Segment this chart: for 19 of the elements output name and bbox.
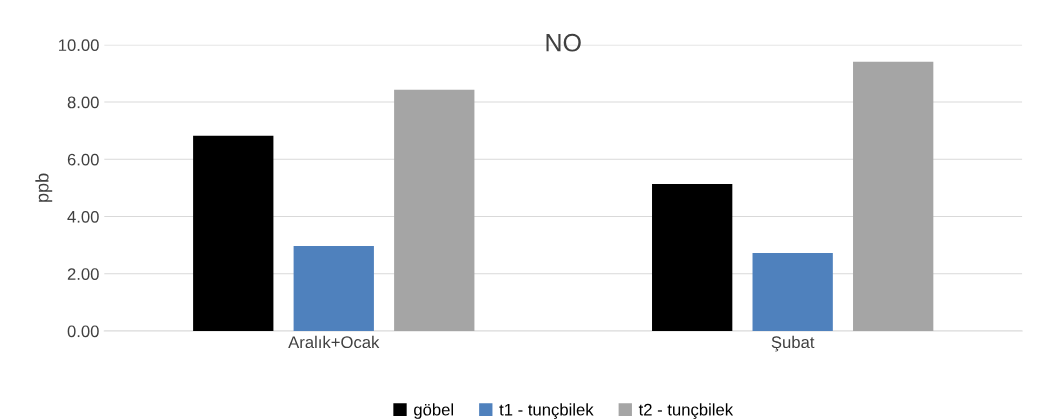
bar (293, 246, 374, 332)
x-tick-label: Şubat (771, 335, 815, 352)
chart-title: NO (546, 33, 581, 52)
legend-label: göbel (414, 403, 454, 419)
legend-label: t2 - tunçbilek (638, 403, 734, 419)
y-tick-label: 4.00 (67, 210, 99, 223)
y-tick-label: 6.00 (67, 153, 99, 166)
bar (652, 183, 733, 332)
bar (394, 89, 475, 332)
y-tick-label: 0.00 (67, 325, 99, 338)
y-tick-label: 2.00 (67, 268, 99, 280)
bar (752, 252, 833, 332)
y-tick-label: 8.00 (67, 96, 99, 109)
bar (853, 61, 934, 332)
bar (193, 135, 274, 332)
y-tick-label: 10.00 (59, 39, 99, 52)
y-axis-title: ppb (35, 173, 53, 202)
legend-label: t1 - tunçbilek (499, 403, 594, 419)
x-tick-label: Aralık+Ocak (288, 335, 380, 349)
